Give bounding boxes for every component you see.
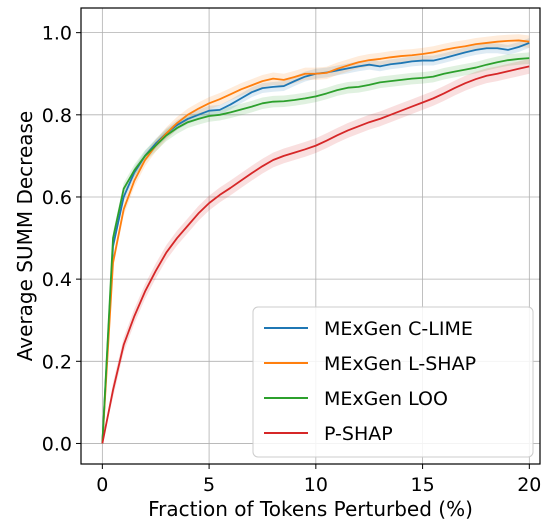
legend-label: MExGen LOO bbox=[324, 388, 448, 410]
plot-frame bbox=[80, 7, 541, 465]
series-line bbox=[101, 57, 530, 444]
y-tick-label: 0.6 bbox=[42, 187, 72, 209]
legend-label: P-SHAP bbox=[324, 423, 393, 445]
x-tick-label: 15 bbox=[410, 474, 434, 496]
y-tick-label: 0.8 bbox=[42, 105, 72, 127]
y-tick-label: 0.2 bbox=[42, 351, 72, 373]
x-tick-label: 10 bbox=[304, 474, 328, 496]
y-axis-label: Average SUMM Decrease bbox=[13, 111, 37, 361]
series-line bbox=[101, 65, 530, 444]
axis-ticks: 0 5 10 15 20 0.0 0.2 0.4 0.6 0.8 1.0 bbox=[42, 23, 542, 496]
y-tick-label: 0.0 bbox=[42, 433, 72, 455]
series-lines bbox=[101, 39, 530, 444]
legend-box bbox=[252, 306, 534, 458]
legend: MExGen C-LIME MExGen L-SHAP MExGen LOO P-SH… bbox=[252, 306, 534, 458]
y-tick-label: 0.4 bbox=[42, 269, 72, 291]
y-tick-label: 1.0 bbox=[42, 23, 72, 45]
series-line bbox=[101, 39, 530, 444]
x-tick-label: 20 bbox=[517, 474, 541, 496]
x-tick-label: 0 bbox=[96, 474, 108, 496]
x-axis-label: Fraction of Tokens Perturbed (%) bbox=[148, 497, 473, 521]
legend-label: MExGen C-LIME bbox=[324, 318, 473, 340]
x-tick-label: 5 bbox=[203, 474, 215, 496]
legend-label: MExGen L-SHAP bbox=[324, 353, 476, 375]
